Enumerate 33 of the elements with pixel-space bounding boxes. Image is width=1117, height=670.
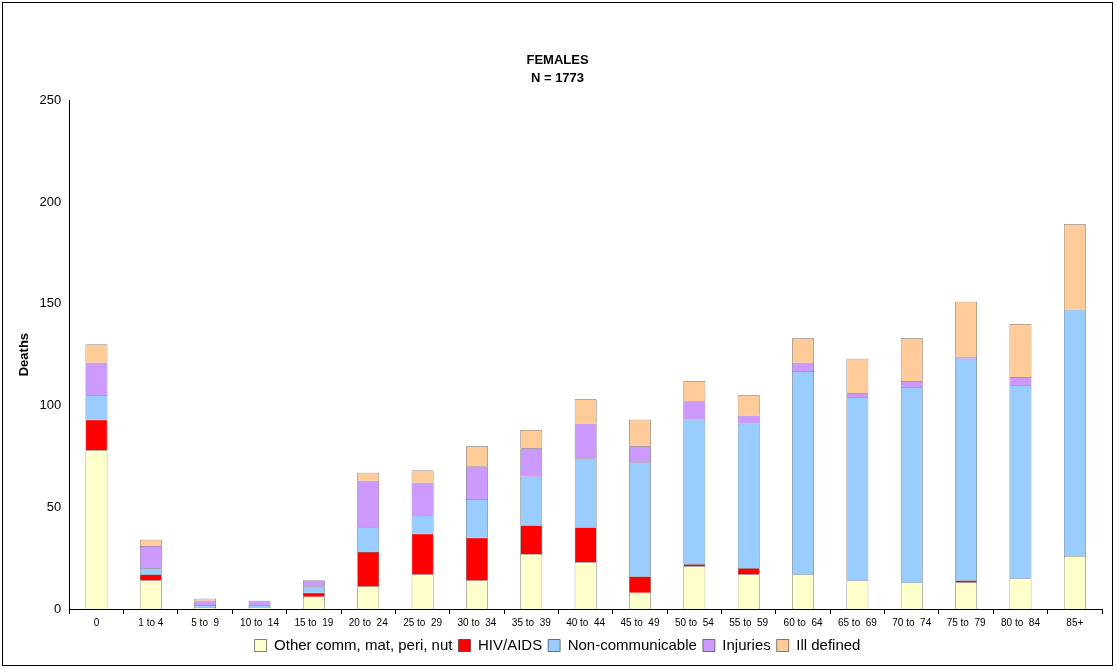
y-tick-label: 50	[46, 498, 62, 514]
x-tick-label: 50 to 54	[674, 616, 715, 628]
x-tick-label: 80 to 84	[1001, 616, 1041, 628]
chart-title: FEMALES	[526, 52, 589, 68]
y-tick-label: 200	[39, 193, 62, 209]
x-tick-label: 25 to 29	[403, 616, 443, 628]
x-tick-label: 20 to 24	[348, 616, 389, 628]
x-tick-label: 65 to 69	[837, 616, 878, 628]
y-axis-title: Deaths	[16, 332, 32, 377]
legend-label: Other comm, mat, peri, nut	[274, 635, 454, 653]
x-tick-label: 35 to 39	[511, 616, 552, 628]
x-tick-label: 10 to 14	[240, 616, 280, 628]
x-tick-label: 1 to 4	[138, 616, 164, 628]
x-tick-label: 55 to 59	[729, 616, 769, 628]
x-tick-label: 45 to 49	[620, 616, 660, 628]
x-tick-label: 5 to 9	[191, 616, 220, 628]
x-tick-label: 60 to 64	[783, 616, 823, 628]
legend-label: Non-communicable	[567, 635, 697, 653]
y-tick-label: 0	[54, 600, 62, 616]
x-tick-label: 40 to 44	[566, 616, 606, 628]
y-tick-label: 100	[39, 397, 62, 413]
legend-label: Injuries	[722, 635, 771, 653]
x-tick-label: 15 to 19	[294, 616, 334, 628]
x-tick-label: 70 to 74	[892, 616, 932, 628]
legend-label: Ill defined	[796, 635, 861, 653]
x-tick-label: 30 to 34	[457, 616, 497, 628]
y-tick-label: 150	[39, 295, 62, 311]
x-tick-label: 0	[93, 616, 100, 628]
chart-subtitle: N = 1773	[530, 69, 585, 85]
legend-label: HIV/AIDS	[477, 635, 543, 653]
x-tick-label: 85+	[1066, 616, 1084, 628]
y-tick-label: 250	[39, 91, 62, 107]
x-tick-label: 75 to 79	[946, 616, 987, 628]
